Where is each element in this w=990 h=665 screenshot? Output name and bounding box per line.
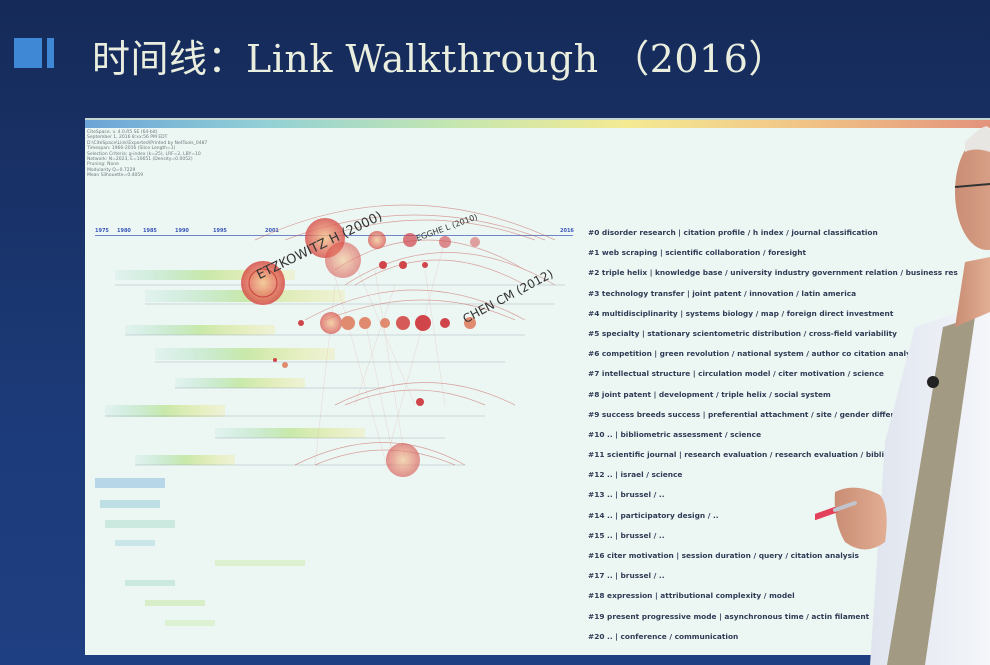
meta-line: Pruning: None bbox=[87, 162, 119, 168]
meta-line: Modularity Q=0.7229 bbox=[87, 167, 136, 173]
slide-title-bar: 时间线：Link Walkthrough （2016） bbox=[0, 0, 990, 112]
meta-line: September 1, 2016 8:xx:56 PM EDT bbox=[87, 135, 168, 141]
cluster-label: #5 specialty | stationary scientometric … bbox=[588, 328, 897, 338]
cluster-label: #20 .. | conference / communication bbox=[588, 631, 739, 641]
network-metadata: CiteSpace, v. 4.0.R5 SE (64-bit) Septemb… bbox=[87, 130, 207, 179]
cluster-label: #6 competition | green revolution / nati… bbox=[588, 349, 923, 359]
cluster-lines bbox=[105, 284, 565, 466]
year-tick: 1995 bbox=[213, 228, 227, 234]
projected-screen: CiteSpace, v. 4.0.R5 SE (64-bit) Septemb… bbox=[85, 118, 990, 655]
meta-line: Mean Silhouette=0.4059 bbox=[87, 173, 144, 179]
year-tick: 2001 bbox=[265, 228, 279, 234]
cluster-label: #17 .. | brussel / .. bbox=[588, 571, 665, 581]
cluster-label: #8 joint patent | development / triple h… bbox=[588, 389, 831, 399]
cluster-label: #18 expression | attributional complexit… bbox=[588, 591, 795, 601]
cluster-label: #3 technology transfer | joint patent / … bbox=[588, 288, 857, 298]
year-tick: 1975 bbox=[95, 228, 109, 234]
presenter-body bbox=[815, 126, 990, 665]
cluster-label: #13 .. | brussel / .. bbox=[588, 490, 665, 500]
cluster-label: #2 triple helix | knowledge base / unive… bbox=[588, 268, 958, 278]
citation-nodes bbox=[241, 218, 480, 477]
timeline-network-visualization bbox=[95, 204, 565, 626]
meta-line: Timespan: 1966-2016 (Slice Length=1) bbox=[87, 146, 176, 152]
cluster-label: #12 .. | israel / science bbox=[588, 470, 683, 480]
cluster-bands bbox=[95, 270, 365, 626]
title-marker-icon bbox=[14, 38, 54, 68]
meta-line: Selection Criteria: g-index (k=25), LRF=… bbox=[87, 151, 201, 157]
cluster-label-list: #0 disorder research | citation profile … bbox=[588, 228, 988, 652]
cluster-label: #9 success breeds success | preferential… bbox=[588, 409, 914, 419]
year-tick: 2016 bbox=[560, 228, 574, 234]
cluster-label: #11 scientific journal | research evalua… bbox=[588, 450, 916, 460]
year-tick: 1980 bbox=[117, 228, 131, 234]
cluster-label: #14 .. | participatory design / .. bbox=[588, 510, 719, 520]
presenter-figure bbox=[815, 126, 990, 665]
cluster-label: #1 web scraping | scientific collaborati… bbox=[588, 248, 807, 258]
meta-line: CiteSpace, v. 4.0.R5 SE (64-bit) bbox=[87, 130, 158, 135]
cluster-label: #7 intellectual structure | circulation … bbox=[588, 369, 884, 379]
cluster-label: #10 .. | bibliometric assessment / scien… bbox=[588, 429, 762, 439]
cluster-label: #19 present progressive mode | asynchron… bbox=[588, 611, 870, 621]
slide-title: 时间线：Link Walkthrough （2016） bbox=[92, 37, 787, 81]
year-tick: 1990 bbox=[175, 228, 189, 234]
meta-line: Network: N=2023, E=10651 (Density=0.0052… bbox=[87, 157, 193, 163]
cluster-label: #16 citer motivation | session duration … bbox=[588, 551, 859, 560]
color-legend-strip bbox=[85, 120, 990, 128]
cluster-label: #0 disorder research | citation profile … bbox=[588, 228, 878, 237]
meta-line: D:\CiteSpace\Link\Exported\Printed by Ne… bbox=[87, 140, 208, 146]
cluster-label: #15 .. | brussel / .. bbox=[588, 530, 665, 540]
year-tick: 1985 bbox=[143, 228, 157, 234]
cluster-label: #4 multidisciplinarity | systems biology… bbox=[588, 308, 894, 318]
